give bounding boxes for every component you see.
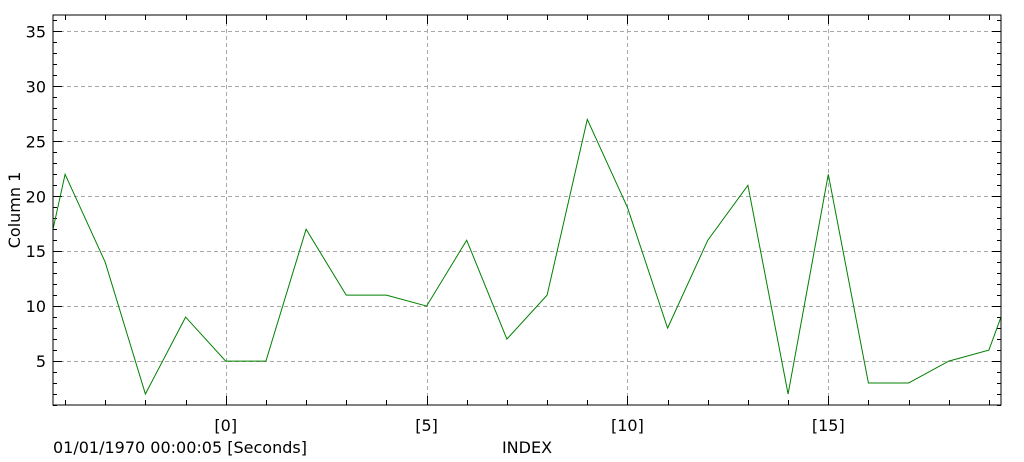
x-axis-title: INDEX (502, 438, 552, 457)
x-tick-label: [0] (214, 416, 237, 435)
y-tick-label: 20 (26, 187, 46, 206)
y-tick-label: 30 (26, 77, 46, 96)
y-tick-labels: 5 10 15 20 25 30 35 (26, 22, 46, 371)
grid (53, 15, 1001, 405)
y-tick-label: 25 (26, 132, 46, 151)
y-tick-label: 35 (26, 22, 46, 41)
time-origin-label: 01/01/1970 00:00:05 [Seconds] (53, 438, 307, 457)
series-line (52, 117, 1002, 396)
minor-ticks (53, 15, 1001, 406)
plot-frame (52, 14, 1002, 406)
x-tick-labels: [0] [5] [10] [15] (214, 416, 844, 435)
y-tick-label: 5 (36, 352, 46, 371)
y-tick-label: 15 (26, 242, 46, 261)
major-ticks (53, 15, 1001, 405)
x-tick-label: [5] (415, 416, 438, 435)
y-axis-title: Column 1 (5, 172, 24, 249)
y-tick-label: 10 (26, 297, 46, 316)
x-tick-label: [10] (611, 416, 644, 435)
series-layer (52, 117, 1002, 396)
x-tick-label: [15] (812, 416, 845, 435)
